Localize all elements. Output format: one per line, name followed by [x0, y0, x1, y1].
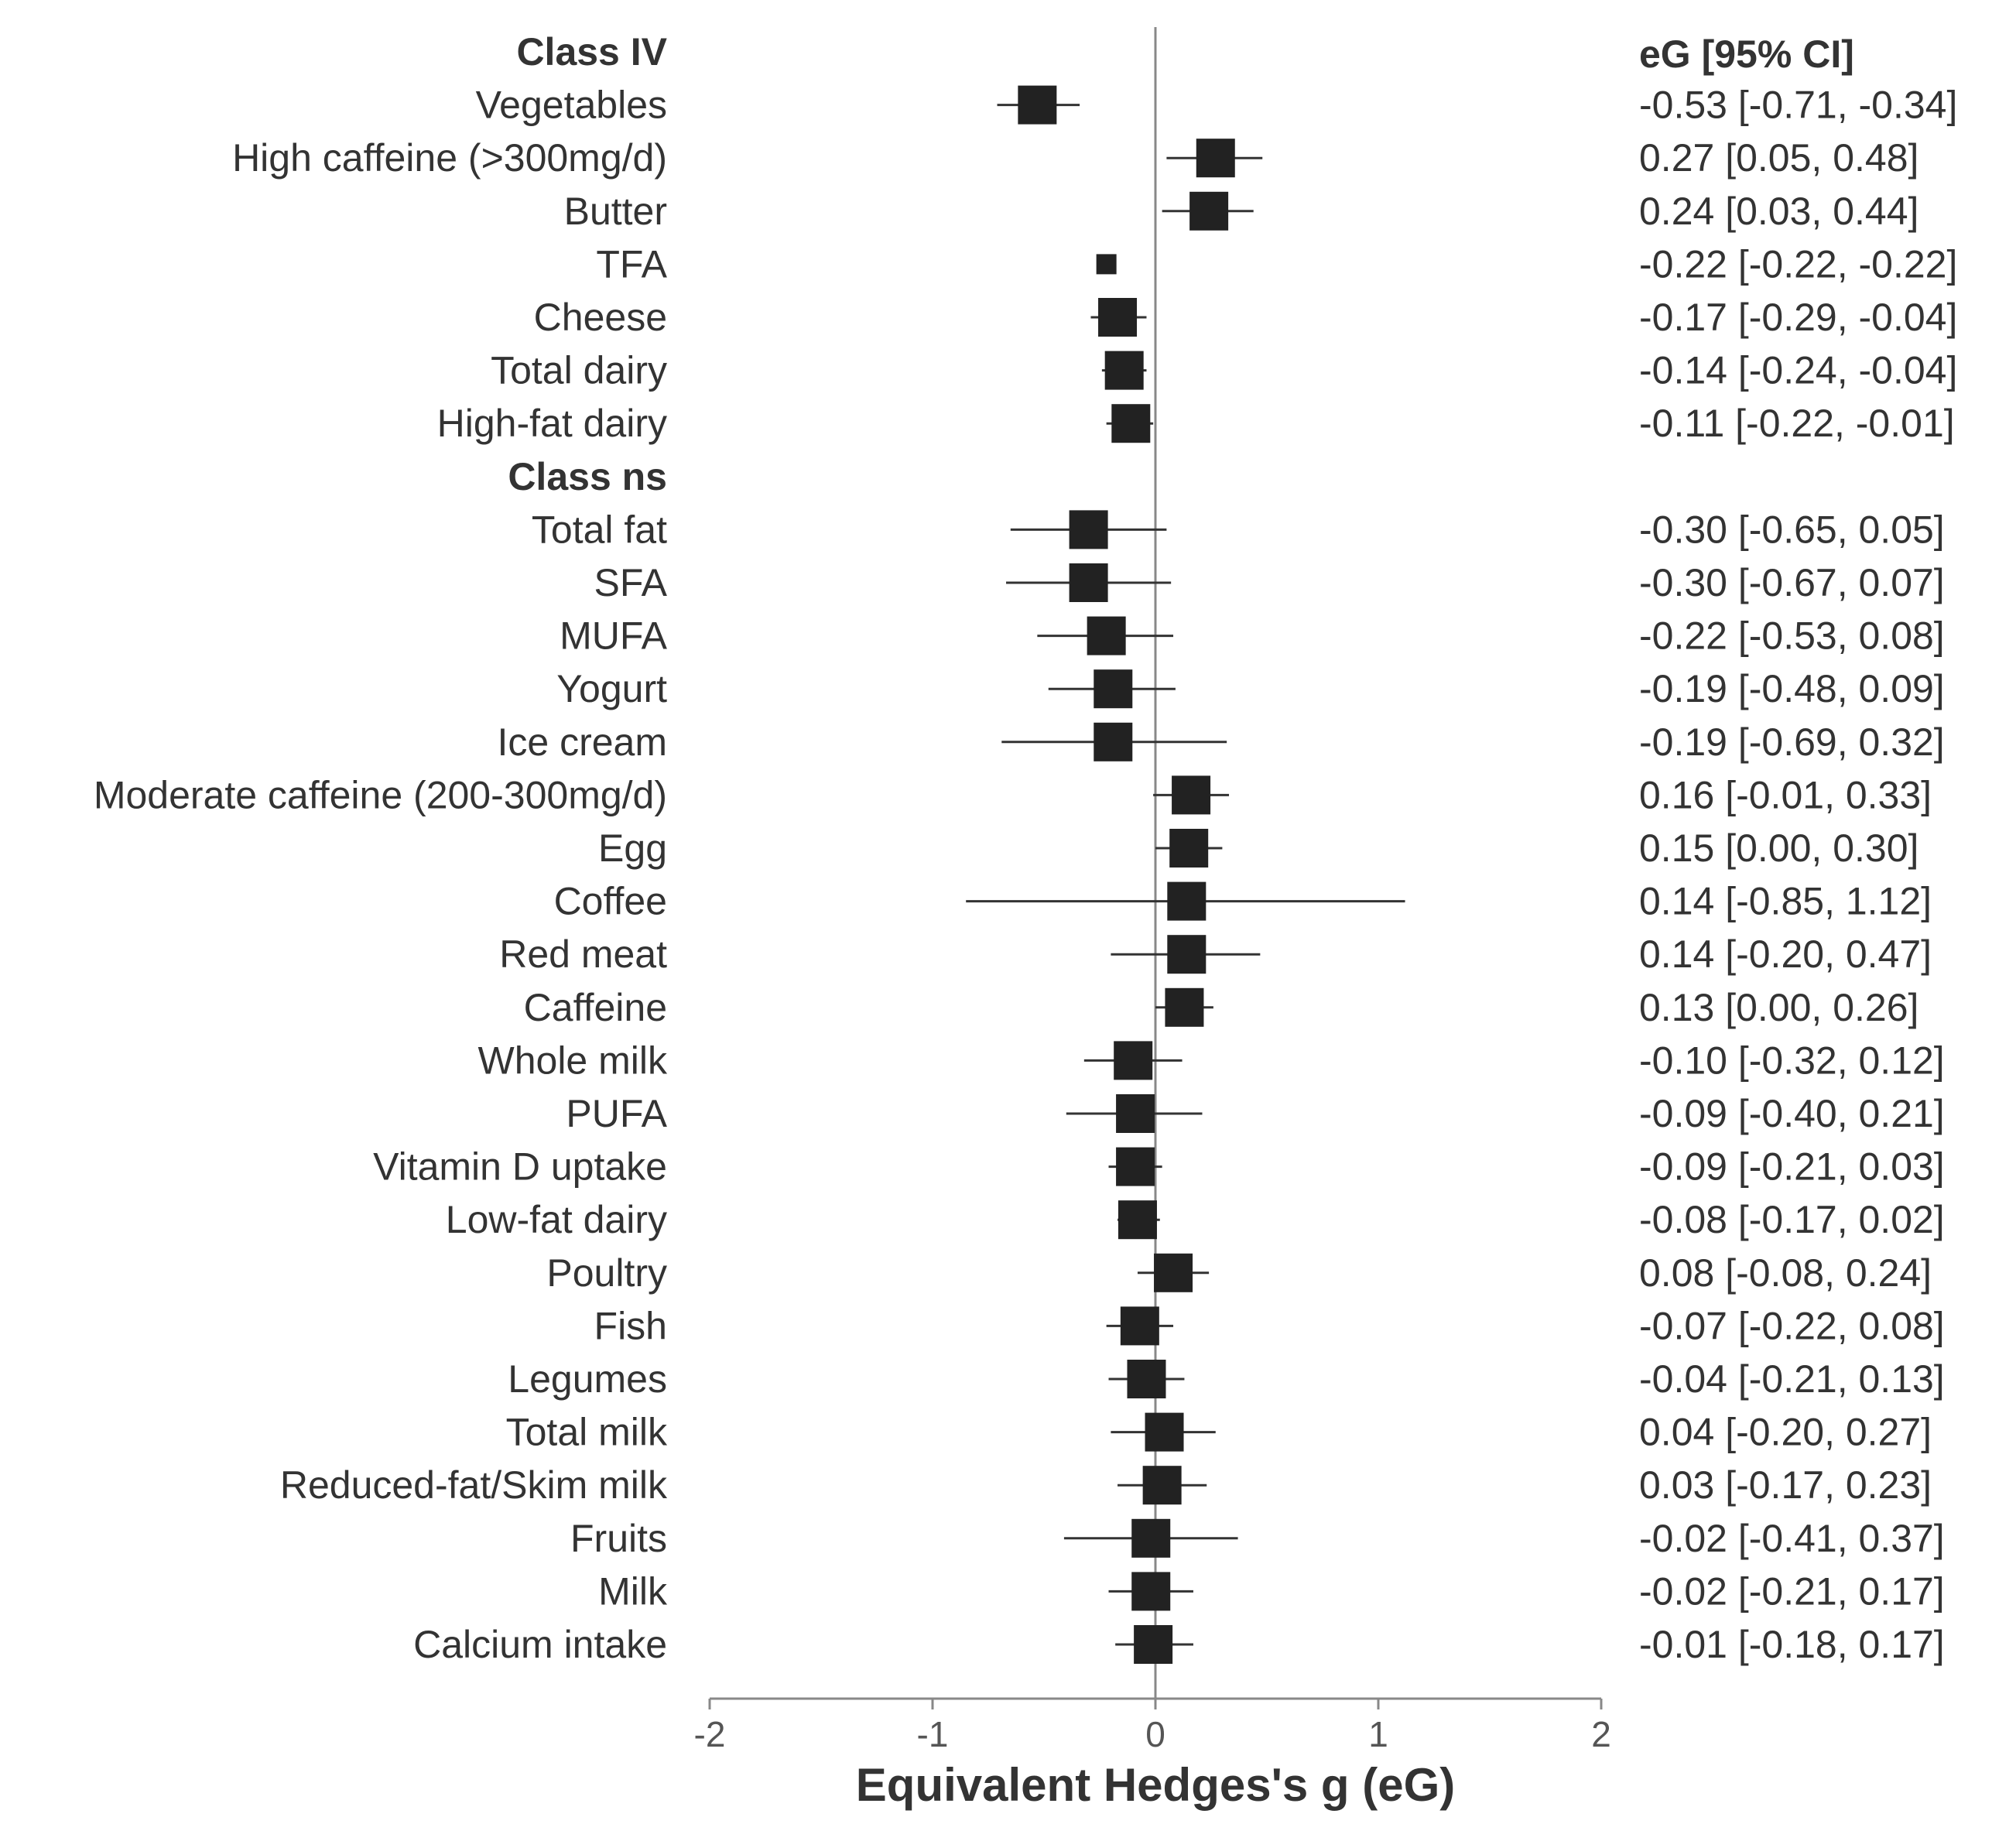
estimate-text: -0.14 [-0.24, -0.04]	[1639, 349, 1957, 392]
row-label: Butter	[564, 190, 667, 233]
x-tick-label: -1	[917, 1714, 949, 1754]
estimate-text: 0.15 [0.00, 0.30]	[1639, 826, 1918, 870]
point-estimate	[1189, 191, 1229, 231]
x-axis-title: Equivalent Hedges's g (eG)	[856, 1759, 1455, 1811]
row-label: SFA	[594, 561, 668, 604]
estimate-text: -0.04 [-0.21, 0.13]	[1639, 1357, 1945, 1401]
row-label: PUFA	[566, 1092, 667, 1135]
point-estimate	[1118, 1200, 1157, 1240]
row-label: MUFA	[560, 614, 668, 658]
estimate-text: 0.04 [-0.20, 0.27]	[1639, 1411, 1932, 1454]
point-estimate	[1096, 254, 1117, 275]
point-estimate	[1111, 404, 1151, 443]
point-estimate	[1069, 563, 1108, 602]
estimate-text: -0.22 [-0.22, -0.22]	[1639, 242, 1957, 286]
row-label: Vegetables	[476, 84, 667, 127]
estimate-text: 0.14 [-0.85, 1.12]	[1639, 880, 1932, 923]
estimate-text: -0.09 [-0.21, 0.03]	[1639, 1145, 1945, 1189]
point-estimate	[1167, 935, 1207, 974]
estimate-text: -0.30 [-0.65, 0.05]	[1639, 508, 1945, 551]
estimate-text: 0.08 [-0.08, 0.24]	[1639, 1251, 1932, 1295]
row-label: High caffeine (>300mg/d)	[232, 136, 667, 180]
group-header: Class IV	[516, 30, 667, 74]
estimate-text: -0.07 [-0.22, 0.08]	[1639, 1304, 1945, 1347]
group-header: Class ns	[508, 455, 667, 498]
row-label: High-fat dairy	[437, 402, 667, 445]
estimate-text: 0.24 [0.03, 0.44]	[1639, 190, 1918, 233]
row-label: Ice cream	[497, 720, 667, 764]
point-estimate	[1172, 775, 1211, 815]
row-label: Total dairy	[491, 349, 667, 392]
point-estimate	[1116, 1147, 1155, 1186]
row-label: Egg	[598, 826, 667, 870]
row-label: Coffee	[554, 880, 667, 923]
row-label: Total fat	[532, 508, 667, 551]
point-estimate	[1094, 722, 1133, 761]
x-axis: -2 -1 0 1 2	[694, 1697, 1611, 1754]
estimate-text: -0.02 [-0.41, 0.37]	[1639, 1517, 1945, 1560]
estimate-text: 0.16 [-0.01, 0.33]	[1639, 773, 1932, 816]
estimate-text: 0.27 [0.05, 0.48]	[1639, 136, 1918, 180]
estimate-text: -0.22 [-0.53, 0.08]	[1639, 614, 1945, 658]
row-label: Yogurt	[556, 667, 667, 710]
point-estimate	[1127, 1360, 1166, 1398]
row-label: Milk	[598, 1569, 668, 1613]
estimate-text: 0.14 [-0.20, 0.47]	[1639, 933, 1932, 976]
estimate-text: -0.01 [-0.18, 0.17]	[1639, 1623, 1945, 1666]
estimate-text: -0.11 [-0.22, -0.01]	[1639, 402, 1955, 445]
estimate-text: -0.02 [-0.21, 0.17]	[1639, 1569, 1945, 1613]
row-label: Moderate caffeine (200-300mg/d)	[94, 773, 667, 816]
row-label: Total milk	[506, 1411, 668, 1454]
row-label: Poultry	[546, 1251, 667, 1295]
forest-rows: Class IV Vegetables -0.53 [-0.71, -0.34] Hi…	[94, 27, 1957, 1699]
point-estimate	[1104, 351, 1144, 390]
estimate-text: -0.19 [-0.48, 0.09]	[1639, 667, 1945, 710]
x-tick-label: 2	[1591, 1714, 1611, 1754]
row-label: Whole milk	[478, 1039, 668, 1082]
point-estimate	[1154, 1253, 1193, 1292]
point-estimate	[1196, 139, 1235, 178]
row-label: Cheese	[534, 296, 667, 339]
estimate-column-header: eG [95% CI]	[1639, 33, 1854, 76]
x-tick-label: 0	[1145, 1714, 1165, 1754]
point-estimate	[1134, 1625, 1173, 1664]
estimate-text: -0.19 [-0.69, 0.32]	[1639, 720, 1945, 764]
point-estimate	[1120, 1306, 1159, 1346]
estimate-text: -0.30 [-0.67, 0.07]	[1639, 561, 1945, 604]
point-estimate	[1069, 510, 1108, 549]
point-estimate	[1131, 1518, 1171, 1558]
row-label: Reduced-fat/Skim milk	[280, 1463, 668, 1507]
point-estimate	[1142, 1466, 1182, 1505]
estimate-text: 0.03 [-0.17, 0.23]	[1639, 1463, 1932, 1507]
point-estimate	[1116, 1094, 1155, 1133]
point-estimate	[1094, 669, 1133, 709]
estimate-text: -0.10 [-0.32, 0.12]	[1639, 1039, 1945, 1082]
point-estimate	[1165, 987, 1204, 1027]
estimate-text: -0.17 [-0.29, -0.04]	[1639, 296, 1957, 339]
row-label: Red meat	[499, 933, 667, 976]
row-label: Fruits	[570, 1517, 667, 1560]
row-label: Vitamin D uptake	[373, 1145, 667, 1189]
row-label: Calcium intake	[413, 1623, 667, 1666]
point-estimate	[1169, 829, 1209, 868]
estimate-text: 0.13 [0.00, 0.26]	[1639, 986, 1918, 1029]
row-label: Legumes	[508, 1357, 667, 1401]
point-estimate	[1114, 1041, 1153, 1080]
point-estimate	[1131, 1572, 1171, 1611]
row-label: Low-fat dairy	[446, 1198, 667, 1241]
row-label: Fish	[594, 1304, 667, 1347]
estimate-text: -0.53 [-0.71, -0.34]	[1639, 84, 1957, 127]
point-estimate	[1018, 85, 1057, 125]
row-label: Caffeine	[524, 986, 667, 1029]
point-estimate	[1087, 616, 1126, 655]
x-tick-label: 1	[1368, 1714, 1388, 1754]
point-estimate	[1098, 298, 1138, 337]
estimate-text: -0.08 [-0.17, 0.02]	[1639, 1198, 1945, 1241]
point-estimate	[1145, 1412, 1184, 1452]
estimate-text: -0.09 [-0.40, 0.21]	[1639, 1092, 1945, 1135]
point-estimate	[1167, 881, 1207, 921]
row-label: TFA	[596, 242, 667, 286]
x-tick-label: -2	[694, 1714, 726, 1754]
